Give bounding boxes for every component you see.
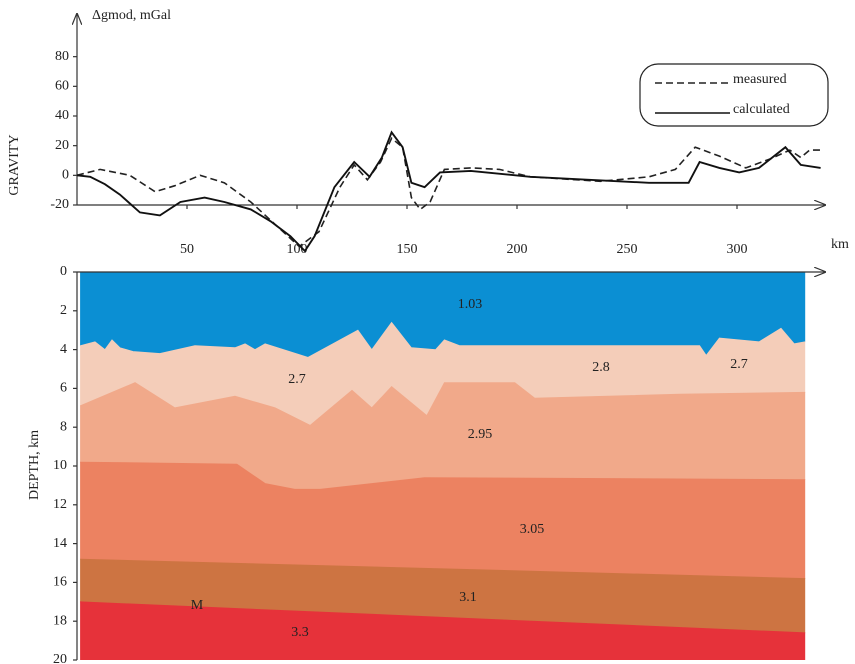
layer-boundary [79, 321, 806, 358]
y-tick-label: -20 [50, 197, 69, 212]
layer-label: 3.05 [520, 522, 545, 537]
layer [80, 601, 806, 660]
x-tick-label: 100 [287, 242, 308, 257]
layer-label: 3.1 [459, 590, 477, 605]
x-tick-label: 150 [397, 242, 418, 257]
y-tick-label: 16 [53, 575, 67, 590]
y-tick-label: 80 [55, 49, 69, 64]
series-line [76, 130, 821, 253]
layer [80, 559, 806, 633]
legend-label: calculated [733, 102, 790, 117]
y-tick-label: 14 [53, 536, 67, 551]
layer-label: 2.7 [730, 357, 748, 372]
layer [80, 322, 806, 426]
layer-boundary [80, 461, 806, 490]
layer-labels: 1.03 2.7 2.8 2.7 2.95 3.05 3.1 3.3 M [191, 297, 748, 640]
y-tick-label: 12 [53, 497, 67, 512]
y-tick-label: 2 [60, 303, 67, 318]
y-tick-label: 4 [60, 342, 67, 357]
y-tick-label: 8 [60, 419, 67, 434]
y-tick-label: 0 [60, 264, 67, 279]
layer-boundary [80, 601, 806, 634]
y-tick-label: 20 [53, 652, 67, 664]
layer [80, 382, 806, 490]
layer-boundary [80, 558, 806, 579]
x-tick-label: 250 [617, 242, 638, 257]
layer-label: 1.03 [458, 297, 483, 312]
y-tick-label: 20 [55, 138, 69, 153]
x-tick-label: 50 [180, 242, 194, 257]
layer-boundary [79, 382, 806, 426]
moho-label: M [191, 598, 204, 613]
legend-label: measured [733, 72, 787, 87]
y-axis-label: GRAVITY [7, 134, 22, 195]
series-line [76, 137, 823, 248]
layer-label: 2.8 [592, 360, 610, 375]
x-axis-label: km [831, 237, 849, 252]
layers [79, 272, 806, 660]
y-tick-label: 0 [62, 168, 69, 183]
layer-label: 2.7 [288, 372, 306, 387]
x-tick-label: 300 [727, 242, 748, 257]
layer-label: 2.95 [468, 427, 493, 442]
layer [80, 462, 806, 579]
y-axis-label: DEPTH, km [27, 430, 42, 500]
y-tick-label: 10 [53, 458, 67, 473]
x-tick-label: 200 [507, 242, 528, 257]
y-tick-label: 40 [55, 108, 69, 123]
layer [80, 272, 806, 358]
y-tick-label: 60 [55, 79, 69, 94]
y-tick-label: 6 [60, 381, 67, 396]
layer-label: 3.3 [291, 625, 309, 640]
chart-title: Δgmod, mGal [92, 8, 171, 23]
y-tick-label: 18 [53, 613, 67, 628]
legend-box [639, 63, 829, 127]
